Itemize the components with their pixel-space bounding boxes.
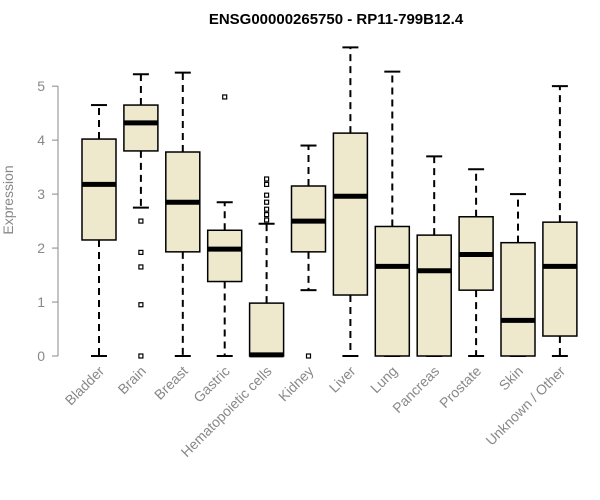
iqr-box <box>248 302 285 357</box>
chart-title: ENSG00000265750 - RP11-799B12.4 <box>209 11 464 28</box>
box-prostate <box>458 168 494 357</box>
iqr-box <box>416 234 452 357</box>
outlier-point <box>138 264 144 270</box>
iqr-box <box>206 229 243 283</box>
box-pancreas <box>416 155 452 357</box>
box-gastric <box>206 94 243 357</box>
y-axis-label: Expression <box>0 165 16 234</box>
y-tick-label: 3 <box>37 186 45 202</box>
outlier-point <box>264 176 270 182</box>
outlier-point <box>138 353 144 359</box>
x-tick-label: Kidney <box>275 363 317 405</box>
iqr-box <box>500 241 536 357</box>
box-breast <box>165 71 201 357</box>
y-tick-label: 2 <box>37 240 45 256</box>
box-unknown-other <box>542 85 578 357</box>
outlier-point <box>264 212 270 218</box>
iqr-box <box>332 132 369 296</box>
y-tick-label: 1 <box>37 294 45 310</box>
iqr-box <box>374 225 411 357</box>
iqr-box <box>123 104 159 152</box>
box-hematopoietic-cells <box>248 176 285 358</box>
outlier-point <box>138 302 144 308</box>
x-tick-label: Skin <box>496 363 527 394</box>
outlier-point <box>138 218 144 224</box>
x-tick-label: Pancreas <box>389 363 442 416</box>
iqr-box <box>81 138 117 241</box>
x-tick-label: Unknown / Other <box>482 363 568 449</box>
box-brain <box>123 73 159 359</box>
box-bladder <box>81 104 117 357</box>
outlier-point <box>264 206 270 212</box>
outlier-point <box>264 192 270 198</box>
x-tick-label: Prostate <box>436 363 484 411</box>
y-tick-label: 4 <box>37 132 45 148</box>
y-axis: 0 1 2 3 4 5 <box>37 78 59 364</box>
x-tick-label: Breast <box>151 363 191 403</box>
y-tick-label: 0 <box>37 348 45 364</box>
outlier-point <box>222 94 228 100</box>
outlier-point <box>305 353 312 359</box>
y-tick-label: 5 <box>37 78 45 94</box>
outlier-point <box>264 181 270 187</box>
x-tick-label: Bladder <box>62 363 108 409</box>
x-tick-label: Brain <box>115 363 149 397</box>
box-lung <box>374 70 411 357</box>
plot-area <box>81 46 578 359</box>
iqr-box <box>542 221 578 337</box>
outlier-point <box>264 199 270 205</box>
box-kidney <box>290 144 327 359</box>
x-tick-label: Liver <box>326 363 359 396</box>
box-skin <box>500 193 536 357</box>
box-liver <box>332 46 369 357</box>
outlier-point <box>264 217 270 223</box>
x-tick-label: Lung <box>367 363 400 396</box>
outlier-point <box>138 249 144 255</box>
